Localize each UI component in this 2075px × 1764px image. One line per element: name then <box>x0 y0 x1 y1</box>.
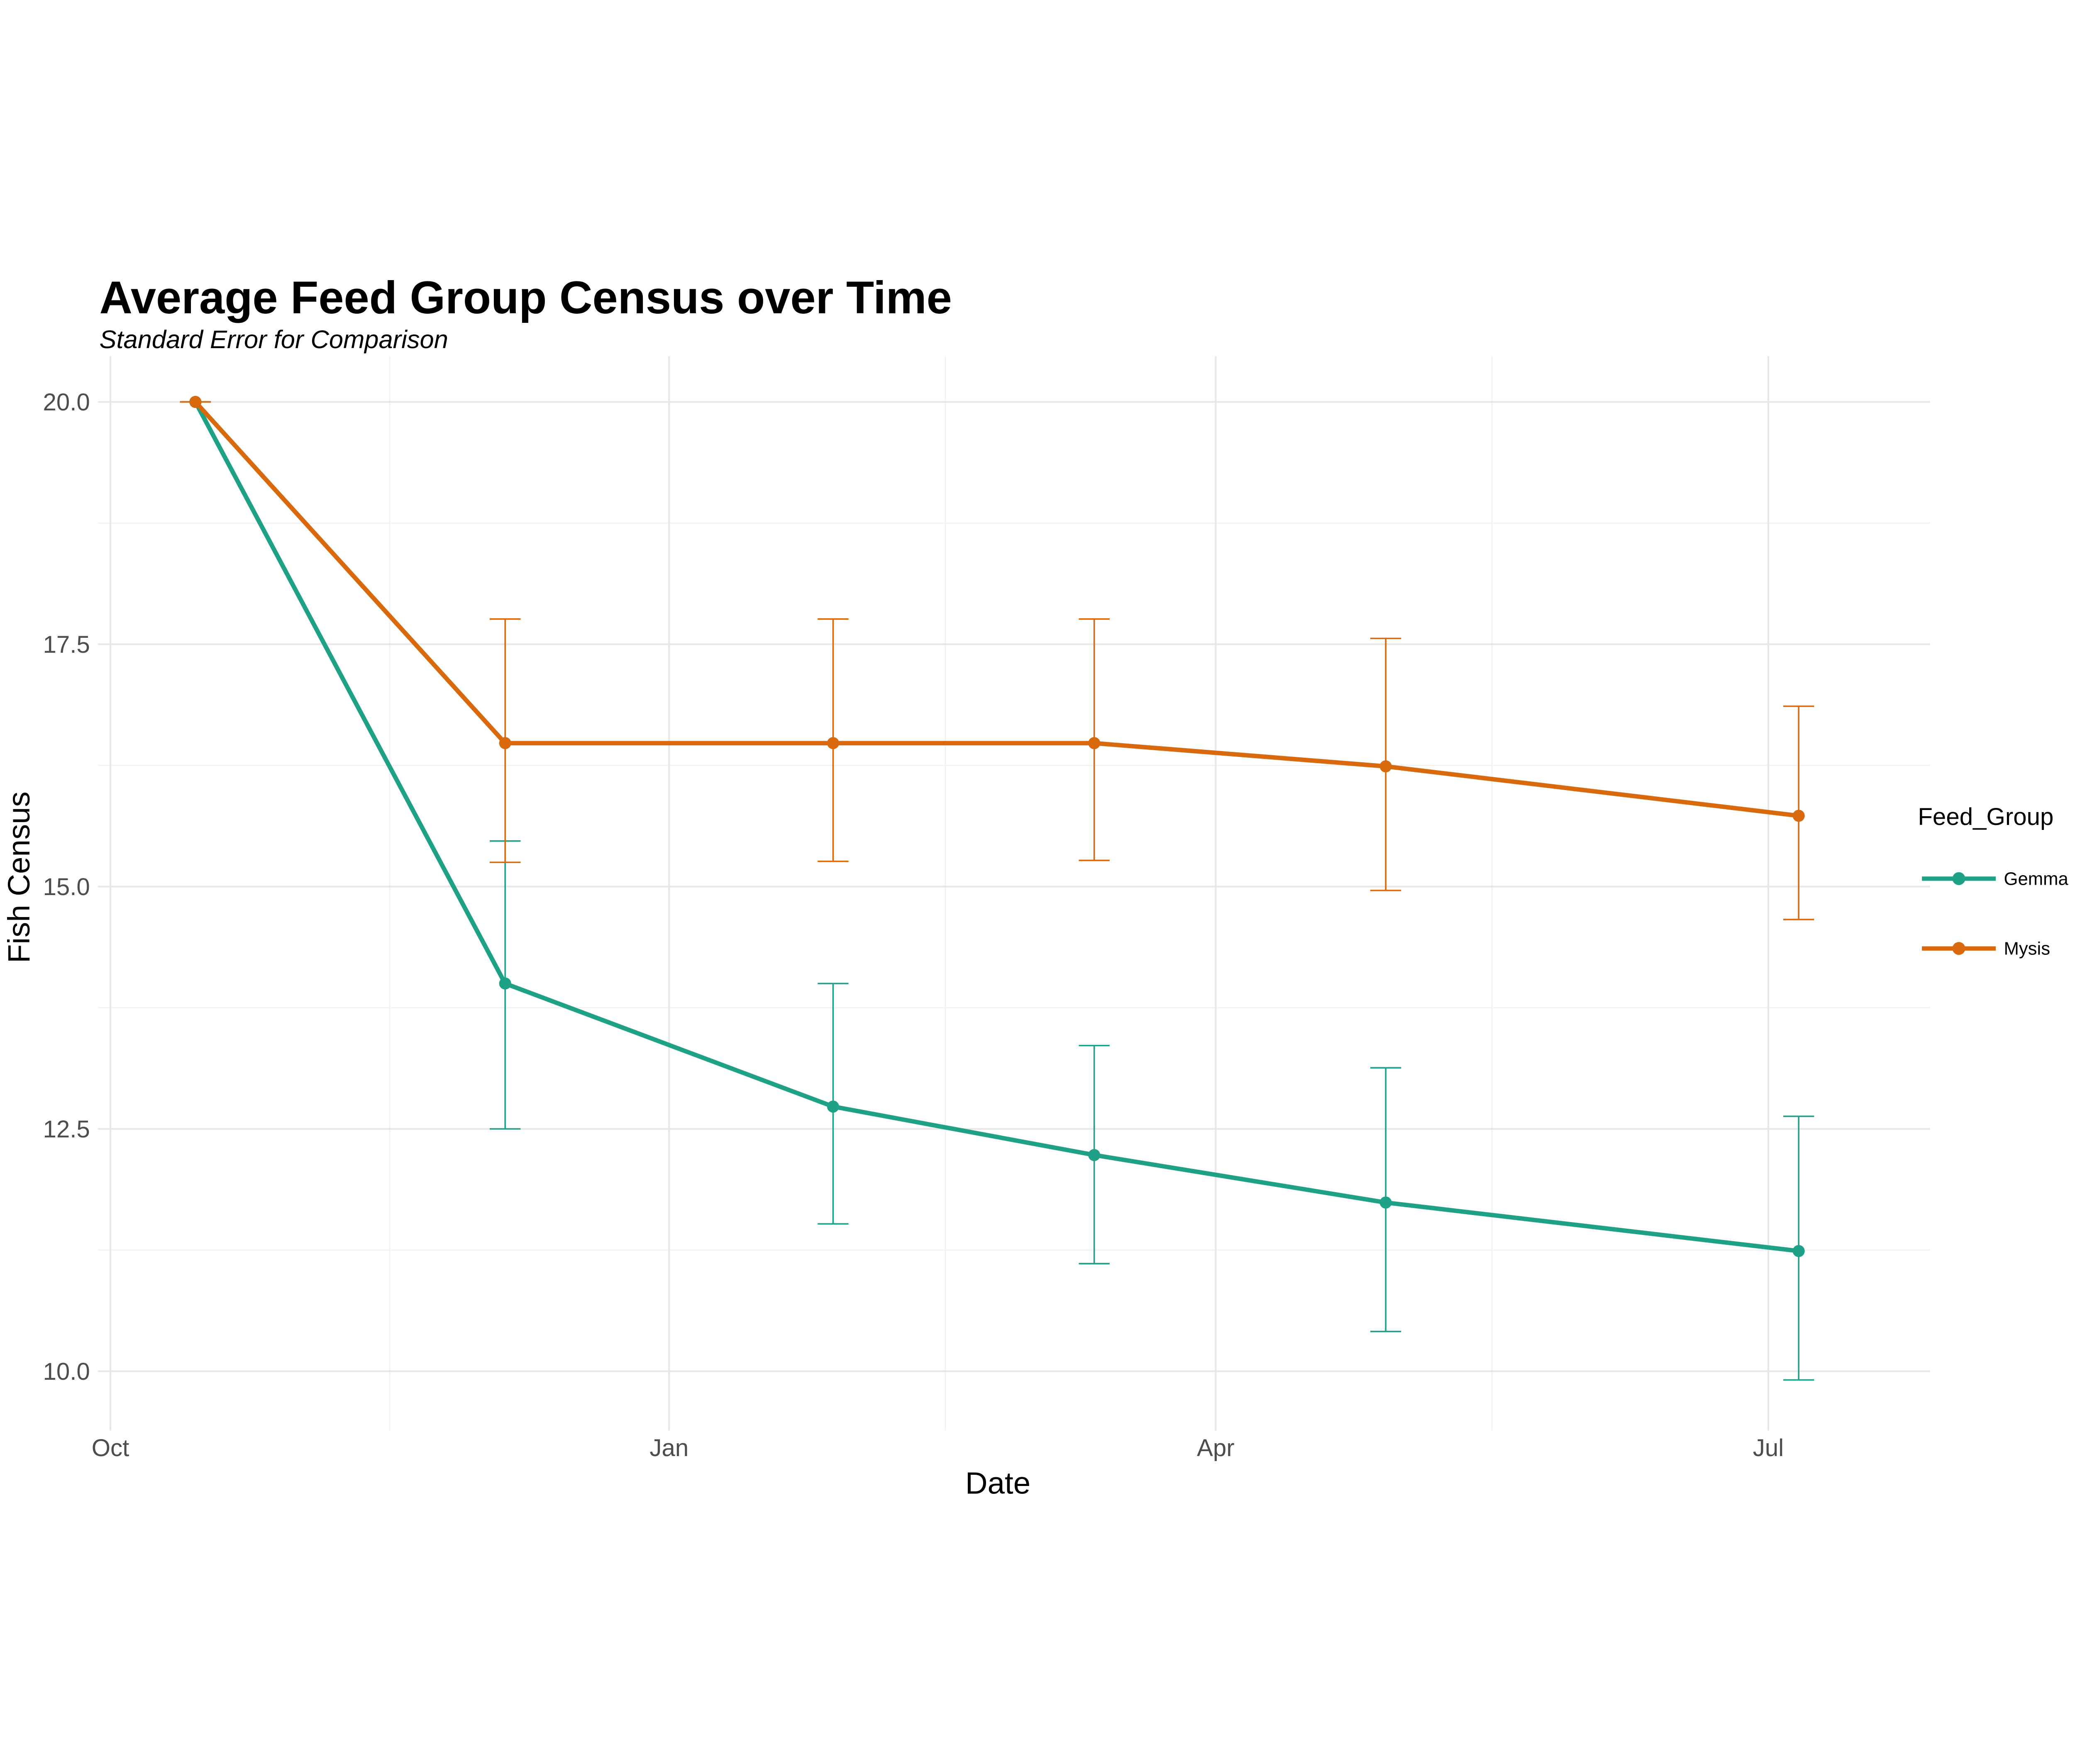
x-tick-labels: Oct Jan Apr Jul <box>92 1435 1784 1461</box>
data-point-gemma <box>499 977 511 990</box>
x-tick-label: Jan <box>649 1435 688 1461</box>
data-point-gemma <box>1792 1245 1805 1257</box>
chart-subtitle: Standard Error for Comparison <box>99 325 448 354</box>
y-tick-label: 20.0 <box>43 389 90 416</box>
series-line-gemma <box>193 401 1799 1254</box>
data-point-mysis <box>499 737 511 749</box>
data-point-mysis <box>827 737 839 749</box>
legend-item-label: Gemma <box>2004 869 2068 889</box>
legend-item-gemma: Gemma <box>1922 869 2068 889</box>
minor-gridlines <box>98 356 1930 1431</box>
data-point-mysis <box>189 395 202 408</box>
x-tick-label: Oct <box>92 1435 129 1461</box>
data-point-gemma <box>1379 1196 1392 1209</box>
y-tick-labels: 10.0 12.5 15.0 17.5 20.0 <box>43 389 90 1385</box>
legend-item-mysis: Mysis <box>1922 939 2050 959</box>
data-point-mysis <box>1088 737 1101 749</box>
y-tick-label: 17.5 <box>43 631 90 658</box>
y-tick-label: 10.0 <box>43 1358 90 1385</box>
legend-item-label: Mysis <box>2004 939 2050 959</box>
legend-items: Gemma Mysis <box>1922 869 2068 959</box>
series-layer <box>180 395 1814 1381</box>
x-tick-label: Jul <box>1753 1435 1784 1461</box>
y-axis-title: Fish Census <box>2 791 36 963</box>
data-point-gemma <box>1088 1149 1101 1161</box>
series-line-mysis <box>193 400 1799 818</box>
legend-key-dot <box>1952 872 1965 885</box>
data-point-mysis <box>1792 810 1805 822</box>
legend-key-dot <box>1952 942 1965 955</box>
y-tick-label: 15.0 <box>43 873 90 900</box>
x-tick-label: Apr <box>1197 1435 1235 1461</box>
y-tick-label: 12.5 <box>43 1116 90 1143</box>
legend-title: Feed_Group <box>1918 803 2053 830</box>
data-point-mysis <box>1379 760 1392 773</box>
legend: Feed_Group Gemma Mysis <box>1918 803 2068 959</box>
major-gridlines <box>98 356 1930 1431</box>
x-axis-title: Date <box>965 1466 1030 1500</box>
chart-title: Average Feed Group Census over Time <box>99 272 952 323</box>
data-point-gemma <box>827 1100 839 1113</box>
